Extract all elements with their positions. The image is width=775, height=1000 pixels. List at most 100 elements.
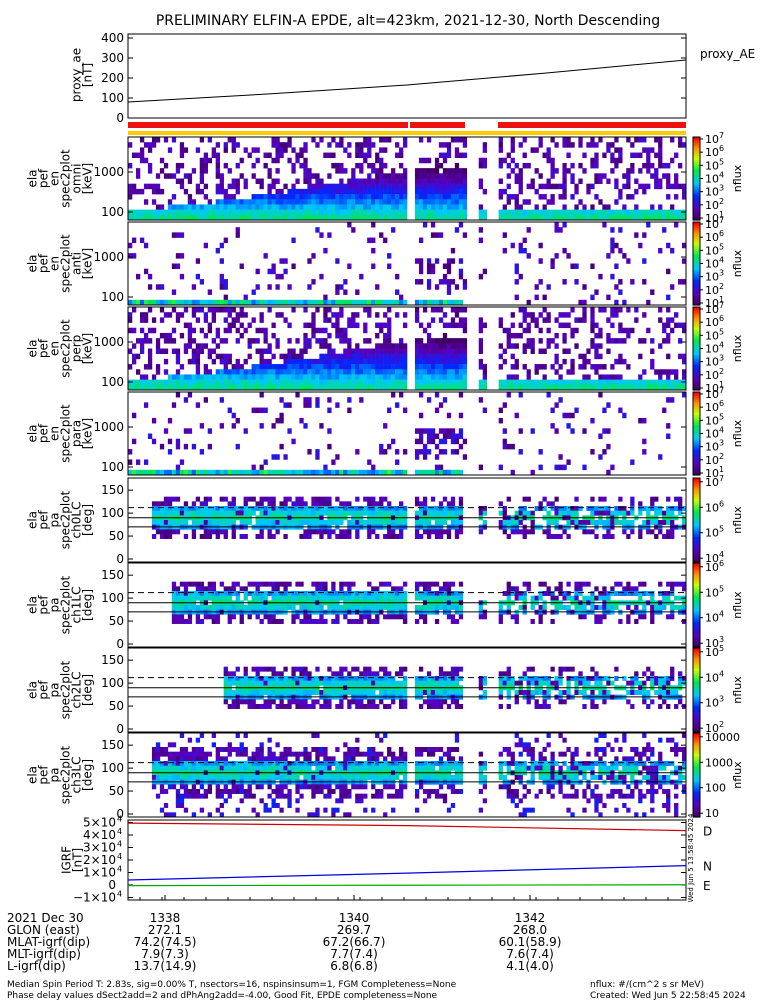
spectrogram-cell	[223, 353, 228, 360]
colorbar-cell	[693, 261, 700, 265]
spectrogram-cell	[375, 364, 380, 370]
spectrogram-cell	[243, 676, 248, 681]
spectrogram-cell	[442, 520, 448, 525]
spectrogram-cell	[159, 188, 165, 195]
spectrogram-cell	[626, 173, 631, 179]
spectrogram-cell	[586, 183, 591, 190]
spectrogram-cell	[143, 332, 149, 339]
spectrogram-cell	[243, 595, 248, 601]
spectrogram-cell	[430, 222, 436, 228]
spectrogram-cell	[279, 152, 284, 159]
spectrogram-cell	[351, 369, 356, 375]
spectrogram-cell	[331, 199, 336, 205]
spectrogram-cell	[626, 534, 631, 539]
spectrogram-cell	[379, 194, 384, 200]
spectrogram-cell	[379, 496, 384, 502]
spectrogram-cell	[231, 317, 236, 323]
spectrogram-cell	[171, 586, 177, 592]
spectrogram-cell	[243, 294, 248, 301]
spectrogram-cell	[359, 591, 364, 596]
spectrogram-cell	[391, 379, 396, 386]
energy-spectrogram-0	[128, 137, 687, 221]
spectrogram-cell	[454, 358, 460, 365]
spectrogram-cell	[578, 384, 583, 391]
spectrogram-cell	[251, 209, 256, 216]
spectrogram-cell	[538, 348, 543, 354]
spectrogram-cell	[418, 438, 424, 445]
spectrogram-cell	[295, 591, 300, 596]
spectrogram-cell	[391, 529, 396, 535]
spectrogram-cell	[582, 168, 587, 174]
spectrogram-cell	[542, 591, 547, 596]
spectrogram-cell	[418, 183, 424, 190]
spectrogram-cell	[363, 188, 368, 195]
spectrogram-cell	[383, 332, 388, 339]
spectrogram-cell	[343, 353, 348, 360]
spectrogram-cell	[450, 506, 456, 511]
spectrogram-cell	[542, 307, 547, 313]
spectrogram-cell	[454, 173, 460, 179]
spectrogram-cell	[534, 379, 539, 386]
spectrogram-cell	[602, 222, 607, 228]
spectrogram-cell	[682, 194, 687, 200]
spectrogram-cell	[418, 534, 424, 539]
spectrogram-cell	[183, 348, 189, 354]
spectrogram-cell	[442, 142, 448, 148]
spectrogram-cell	[179, 152, 185, 159]
spectrogram-cell	[175, 317, 181, 323]
spectrogram-cell	[203, 209, 209, 216]
spectrogram-cell	[351, 510, 356, 516]
spectrogram-cell	[231, 699, 236, 705]
spectrogram-cell	[211, 510, 216, 516]
spectrogram-cell	[498, 147, 503, 153]
spectrogram-cell	[510, 469, 515, 476]
spectrogram-cell	[327, 214, 332, 221]
spectrogram-cell	[618, 520, 623, 525]
spectrogram-cell	[414, 454, 420, 460]
spectrogram-cell	[339, 338, 344, 344]
spectrogram-cell	[522, 237, 527, 244]
spectrogram-cell	[223, 520, 228, 525]
colorbar-cell	[693, 431, 700, 435]
spectrogram-cell	[562, 591, 567, 596]
spectrogram-cell	[518, 379, 523, 386]
spectrogram-cell	[315, 327, 320, 334]
spectrogram-cell	[530, 183, 535, 190]
spectrogram-cell	[522, 327, 527, 334]
spectrogram-cell	[315, 586, 320, 592]
spectrogram-cell	[530, 317, 535, 323]
colorbar-cell	[693, 555, 700, 559]
spectrogram-cell	[351, 173, 356, 179]
spectrogram-cell	[323, 338, 328, 344]
spectrogram-cell	[502, 188, 507, 195]
spectrogram-cell	[231, 384, 236, 391]
spectrogram-cell	[442, 595, 448, 601]
spectrogram-cell	[387, 529, 392, 535]
spectrogram-cell	[438, 343, 444, 349]
spectrogram-cell	[319, 343, 324, 349]
spectrogram-cell	[159, 529, 165, 535]
spectrogram-cell	[534, 364, 539, 370]
spectrogram-cell	[227, 369, 232, 375]
spectrogram-cell	[203, 168, 209, 174]
spectrogram-cell	[498, 157, 503, 164]
spectrogram-cell	[586, 348, 591, 354]
colorbar-tick-exp: 2	[719, 367, 724, 376]
colorbar-cell	[693, 507, 700, 511]
spectrogram-cell	[678, 506, 683, 511]
spectrogram-cell	[155, 379, 161, 386]
spectrogram-cell	[442, 194, 448, 200]
spectrogram-cell	[295, 501, 300, 507]
spectrogram-cell	[355, 152, 360, 159]
spectrogram-cell	[295, 358, 300, 365]
spectrogram-cell	[442, 433, 448, 439]
spectrogram-cell	[235, 199, 240, 205]
spectrogram-cell	[279, 417, 284, 424]
spectrogram-cell	[275, 586, 280, 592]
spectrogram-cell	[151, 534, 157, 539]
spectrogram-cell	[422, 194, 428, 200]
spectrogram-cell	[458, 338, 464, 344]
spectrogram-cell	[263, 152, 268, 159]
spectrogram-cell	[159, 443, 165, 450]
spectrogram-cell	[367, 307, 372, 313]
